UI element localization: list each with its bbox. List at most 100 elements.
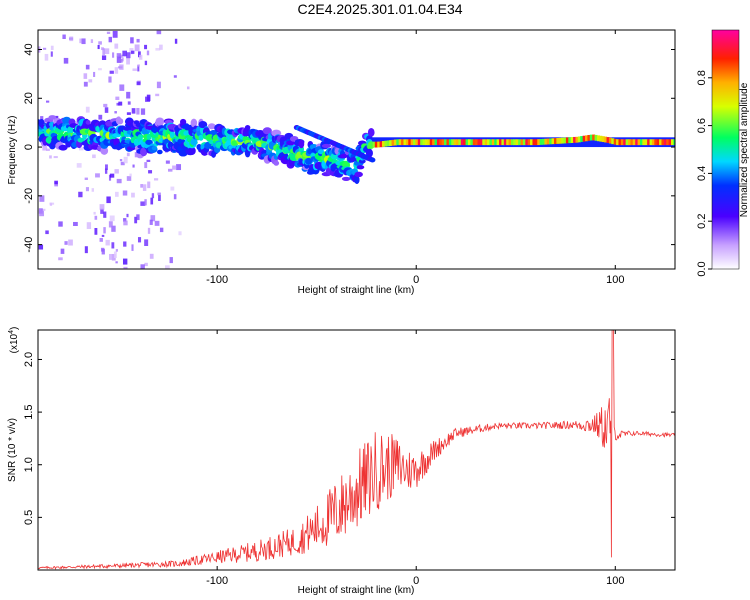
- spectrogram-cell: [105, 239, 110, 246]
- spectrogram-cell: [88, 79, 93, 83]
- snr-panel: -100 0 100 0.5 1.0 1.5 2.0 Height of straight…: [7, 327, 676, 596]
- spectrogram-y-tick-label: 40: [23, 43, 35, 55]
- spectrogram-cell: [396, 139, 400, 146]
- spectrogram-cell: [463, 139, 467, 146]
- spectrogram-cell: [594, 134, 598, 141]
- spectrogram-cell: [50, 51, 53, 57]
- spectrogram-cell: [585, 135, 589, 142]
- spectrogram-cell: [113, 251, 117, 259]
- spectrogram-cell: [146, 50, 150, 56]
- spectrogram-cell: [39, 195, 45, 202]
- spectrogram-x-axis-label: Height of straight line (km): [298, 285, 415, 296]
- spectrogram-cell: [487, 139, 491, 146]
- spectrogram-cell: [156, 30, 162, 35]
- spectrogram-cell: [123, 220, 128, 226]
- spectrogram-cell: [549, 138, 553, 145]
- snr-series-line: [38, 330, 675, 570]
- spectrogram-cell: [100, 208, 104, 214]
- chart-title: C2E4.2025.301.01.04.E34: [297, 1, 462, 17]
- spectrogram-cell: [93, 71, 96, 77]
- spectrogram-cell: [149, 253, 154, 259]
- spectrogram-cell: [661, 139, 665, 146]
- spectrogram-cell: [513, 139, 517, 146]
- colorbar-tick-label: 0.2: [696, 214, 708, 229]
- spectrogram-panel: -100 0 100 -40 -20 0 20 40 Height of straight …: [7, 29, 676, 296]
- spectrogram-cell: [321, 143, 332, 148]
- spectrogram-cell: [60, 248, 65, 254]
- spectrogram-cell: [138, 54, 143, 60]
- spectrogram-cell: [153, 178, 159, 181]
- spectrogram-cell: [108, 174, 112, 181]
- spectrogram-cell: [62, 34, 66, 40]
- spectrogram-cell: [64, 241, 68, 245]
- spectrogram-cell: [101, 234, 105, 237]
- spectrogram-x-tick-label: 0: [413, 274, 419, 286]
- spectrogram-cell: [570, 137, 574, 143]
- spectrogram-cell: [142, 184, 147, 191]
- spectrogram-cell: [273, 160, 280, 166]
- spectrogram-cell: [104, 48, 110, 55]
- spectrogram-cell: [115, 191, 119, 197]
- spectrogram-cell: [77, 137, 85, 143]
- spectrogram-cell: [178, 231, 182, 236]
- spectrogram-cell: [140, 264, 145, 269]
- spectrogram-cell: [111, 225, 116, 232]
- spectrogram-cell: [367, 128, 375, 137]
- spectrogram-cell: [563, 137, 567, 144]
- spectrogram-cell: [358, 159, 366, 164]
- spectrogram-cell: [551, 138, 555, 145]
- spectrogram-cell: [663, 139, 667, 146]
- spectrogram-cell: [542, 138, 546, 145]
- spectrogram-cell: [539, 139, 543, 145]
- spectrogram-cell: [599, 135, 603, 142]
- spectrogram-y-tick-label: -20: [23, 188, 35, 204]
- spectrogram-cell: [108, 76, 112, 83]
- spectrogram-cell: [147, 227, 151, 234]
- snr-y-tick-label: 2.0: [23, 352, 35, 367]
- spectrogram-cell: [393, 139, 397, 146]
- spectrogram-cell: [115, 248, 118, 252]
- spectrogram-cell: [401, 139, 405, 146]
- spectrogram-cell: [147, 181, 151, 189]
- spectrogram-y-axis-label: Frequency (Hz): [7, 116, 18, 185]
- spectrogram-cell: [105, 164, 108, 171]
- spectrogram-cell: [123, 241, 127, 247]
- spectrogram-cell: [639, 139, 643, 146]
- spectrogram-cell: [42, 143, 48, 151]
- spectrogram-cell: [126, 213, 129, 218]
- spectrogram-cell: [582, 135, 586, 142]
- spectrogram-cell: [73, 221, 78, 227]
- spectrogram-cell: [104, 107, 109, 113]
- spectrogram-cell: [410, 139, 414, 146]
- spectrogram-cell: [479, 139, 483, 146]
- spectrogram-cell: [114, 111, 117, 114]
- spectrogram-cell: [165, 265, 170, 269]
- spectrogram-cell: [131, 244, 134, 251]
- spectrogram-cell: [118, 101, 123, 106]
- snr-y-multiplier: (x104): [8, 327, 20, 354]
- spectrogram-cell: [625, 139, 629, 146]
- spectrogram-cell: [131, 108, 136, 114]
- spectrogram-cell: [503, 139, 507, 146]
- spectrogram-cell: [126, 91, 131, 99]
- spectrogram-cell: [126, 176, 132, 181]
- spectrogram-cell: [119, 64, 124, 70]
- spectrogram-cell: [165, 160, 170, 164]
- spectrogram-cell: [608, 137, 612, 144]
- spectrogram-cell: [620, 139, 624, 146]
- spectrogram-cell: [146, 159, 151, 162]
- spectrogram-cell: [354, 171, 363, 178]
- spectrogram-cell: [341, 176, 351, 181]
- spectrogram-cell: [568, 137, 572, 144]
- snr-plot-area: [38, 330, 675, 570]
- spectrogram-cell: [429, 139, 433, 146]
- spectrogram-cell: [79, 38, 82, 44]
- spectrogram-cell: [129, 173, 132, 177]
- spectrogram-cell: [145, 96, 151, 102]
- spectrogram-cell: [484, 139, 488, 146]
- spectrogram-cell: [510, 139, 514, 146]
- spectrogram-cell: [116, 102, 120, 106]
- spectrogram-cell: [122, 190, 128, 196]
- spectrogram-cell: [114, 169, 119, 174]
- spectrogram-cell: [111, 254, 116, 261]
